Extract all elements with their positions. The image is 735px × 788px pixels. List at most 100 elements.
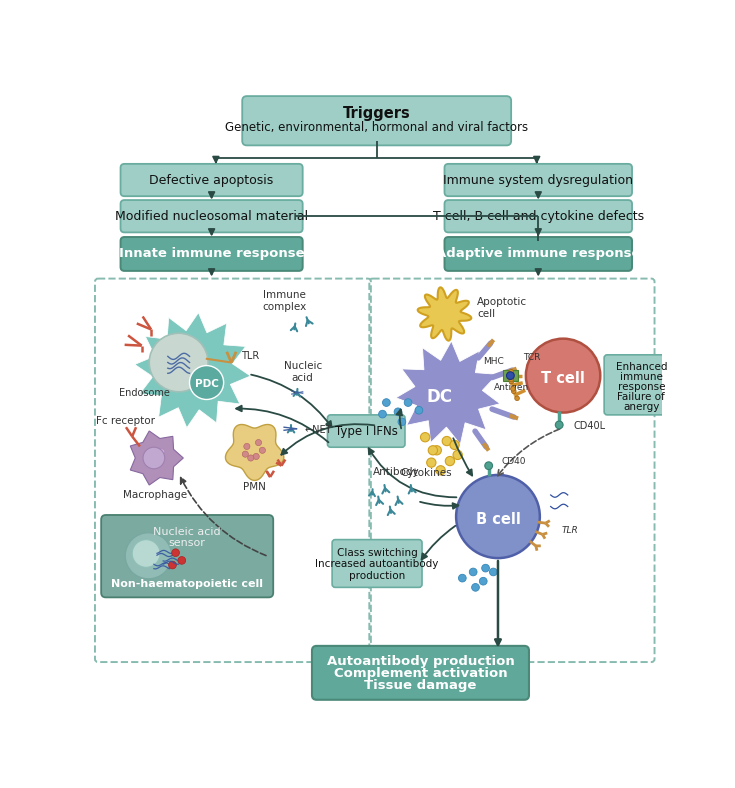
FancyBboxPatch shape — [121, 164, 303, 196]
Circle shape — [509, 377, 514, 381]
Circle shape — [159, 448, 165, 455]
Circle shape — [456, 475, 539, 558]
Circle shape — [442, 437, 451, 446]
Circle shape — [157, 457, 162, 463]
Circle shape — [125, 533, 172, 579]
FancyBboxPatch shape — [101, 515, 273, 597]
Text: B cell: B cell — [476, 512, 520, 527]
FancyBboxPatch shape — [328, 414, 405, 448]
Polygon shape — [135, 313, 251, 428]
Circle shape — [255, 440, 262, 446]
Text: Antigen: Antigen — [495, 384, 529, 392]
FancyBboxPatch shape — [121, 237, 303, 271]
Circle shape — [415, 407, 423, 414]
Text: Fc receptor: Fc receptor — [96, 416, 156, 426]
Text: Apoptotic
cell: Apoptotic cell — [477, 297, 527, 318]
Circle shape — [253, 453, 259, 459]
FancyBboxPatch shape — [243, 96, 511, 145]
Circle shape — [470, 568, 477, 576]
FancyBboxPatch shape — [604, 355, 678, 414]
FancyBboxPatch shape — [445, 164, 632, 196]
Circle shape — [509, 370, 514, 374]
Circle shape — [244, 444, 250, 449]
Circle shape — [445, 456, 454, 466]
Circle shape — [432, 446, 442, 455]
Circle shape — [150, 463, 157, 469]
Text: Enhanced: Enhanced — [616, 362, 667, 372]
Text: Immune system dysregulation: Immune system dysregulation — [443, 173, 634, 187]
Circle shape — [190, 366, 223, 400]
Polygon shape — [130, 431, 183, 485]
Bar — [503, 370, 518, 381]
Text: ←NET: ←NET — [305, 425, 332, 434]
Polygon shape — [396, 341, 500, 444]
Text: T cell, B cell and cytokine defects: T cell, B cell and cytokine defects — [433, 210, 644, 223]
Text: Macrophage: Macrophage — [123, 490, 187, 500]
Circle shape — [511, 386, 515, 391]
Circle shape — [172, 549, 179, 556]
Text: TLR: TLR — [562, 526, 578, 535]
Circle shape — [429, 446, 437, 455]
Circle shape — [243, 451, 248, 457]
Circle shape — [556, 421, 563, 429]
Circle shape — [459, 574, 466, 582]
Text: Adaptive immune response: Adaptive immune response — [436, 247, 640, 261]
Polygon shape — [226, 425, 284, 481]
Text: Triggers: Triggers — [343, 106, 411, 121]
Circle shape — [420, 433, 430, 442]
Circle shape — [514, 396, 520, 400]
Circle shape — [479, 578, 487, 585]
Text: Innate immune response: Innate immune response — [119, 247, 304, 261]
Text: Nucleic acid: Nucleic acid — [154, 527, 221, 537]
Circle shape — [382, 399, 390, 407]
Text: Genetic, environmental, hormonal and viral factors: Genetic, environmental, hormonal and vir… — [225, 121, 528, 134]
Circle shape — [427, 458, 436, 467]
Text: Type I IFNs: Type I IFNs — [334, 425, 398, 437]
Text: Autoantibody production: Autoantibody production — [326, 655, 514, 667]
Circle shape — [450, 440, 459, 449]
Circle shape — [490, 568, 497, 576]
Text: Tissue damage: Tissue damage — [365, 679, 477, 693]
Text: PMN: PMN — [243, 482, 266, 492]
Circle shape — [512, 389, 516, 394]
Text: Antibody: Antibody — [373, 466, 420, 477]
Text: CD40: CD40 — [501, 456, 526, 466]
Text: Non-haematopoietic cell: Non-haematopoietic cell — [111, 579, 263, 589]
Circle shape — [481, 564, 490, 572]
Circle shape — [132, 540, 160, 567]
Circle shape — [436, 466, 445, 475]
Text: Endosome: Endosome — [119, 388, 170, 398]
Circle shape — [168, 561, 176, 569]
Circle shape — [394, 408, 402, 415]
FancyBboxPatch shape — [445, 200, 632, 232]
Text: DC: DC — [426, 388, 452, 406]
Circle shape — [259, 448, 265, 453]
Text: anergy: anergy — [623, 402, 659, 412]
Text: sensor: sensor — [169, 537, 206, 548]
Text: Nucleic
acid: Nucleic acid — [284, 361, 322, 382]
Text: MHC: MHC — [483, 357, 503, 366]
Circle shape — [149, 333, 208, 392]
Circle shape — [472, 583, 479, 591]
Text: TCR: TCR — [523, 353, 541, 362]
Text: TLR: TLR — [240, 351, 259, 362]
Circle shape — [453, 450, 462, 459]
Circle shape — [485, 462, 492, 470]
Circle shape — [509, 379, 514, 384]
Circle shape — [248, 455, 254, 461]
FancyBboxPatch shape — [121, 200, 303, 232]
Text: Defective apoptosis: Defective apoptosis — [149, 173, 273, 187]
Text: response: response — [617, 382, 665, 392]
Text: production: production — [349, 571, 405, 581]
Circle shape — [146, 451, 152, 457]
Text: Modified nucleosomal material: Modified nucleosomal material — [115, 210, 308, 223]
Text: T cell: T cell — [541, 371, 585, 386]
Circle shape — [506, 372, 514, 380]
FancyBboxPatch shape — [332, 540, 422, 587]
Circle shape — [143, 448, 165, 469]
Text: CD40L: CD40L — [573, 422, 606, 432]
Text: Complement activation: Complement activation — [334, 667, 507, 680]
Circle shape — [526, 339, 600, 413]
Text: Immune
complex: Immune complex — [262, 290, 306, 312]
Text: PDC: PDC — [195, 379, 218, 389]
